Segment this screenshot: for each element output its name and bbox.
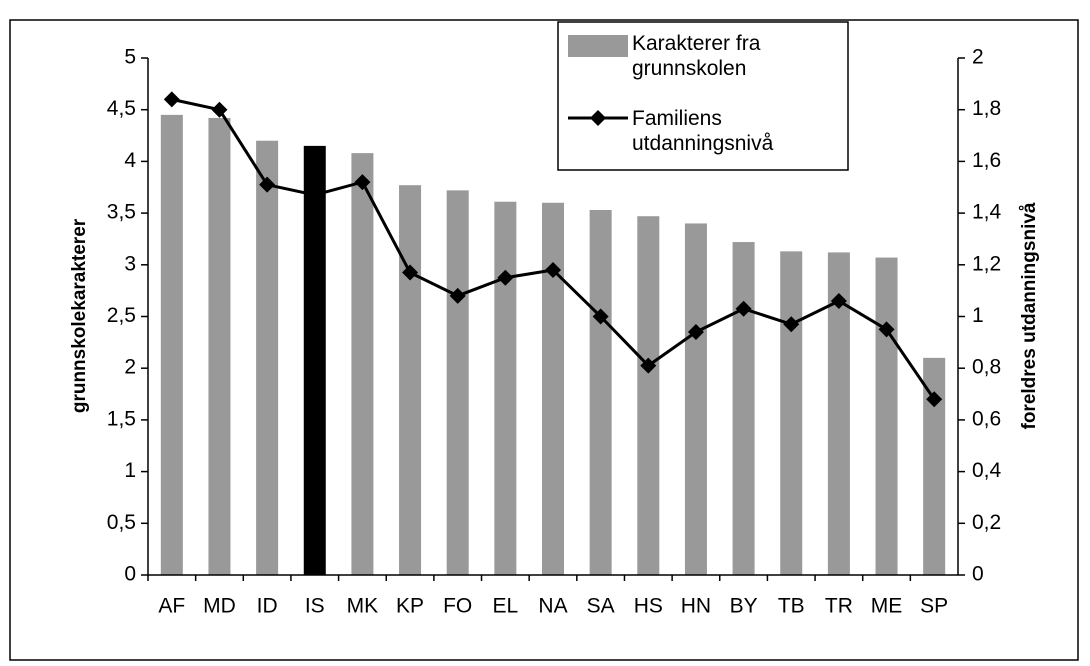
x-tick-label: AF	[158, 595, 185, 618]
legend-label: Karakterer fra grunnskolen	[632, 32, 761, 80]
x-tick-label: SP	[920, 595, 948, 618]
y2-tick-label: 0,2	[972, 511, 1001, 534]
y2-tick-label: 0,4	[972, 459, 1002, 482]
line-marker	[735, 300, 752, 317]
y2-tick-label: 1,6	[972, 149, 1001, 172]
bar	[589, 209, 612, 576]
x-tick-label: TB	[778, 595, 805, 618]
y2-tick-label: 1,4	[972, 201, 1002, 224]
bar	[494, 201, 517, 575]
bar	[732, 242, 755, 575]
bar	[160, 114, 183, 576]
y-tick-label: 4	[124, 149, 136, 172]
line-marker	[354, 174, 371, 191]
y-tick-label: 5	[124, 46, 136, 69]
x-tick-label: NA	[538, 595, 567, 618]
bar	[684, 223, 707, 575]
y-tick-label: 3,5	[107, 201, 136, 224]
line-marker	[592, 308, 609, 325]
line-marker	[402, 264, 419, 281]
y-tick-label: 3	[124, 252, 136, 275]
line-marker	[449, 287, 466, 304]
y-tick-label: 2,5	[107, 304, 136, 327]
y2-tick-label: 1,8	[972, 97, 1001, 120]
bar	[780, 251, 803, 575]
line-marker	[545, 261, 561, 278]
legend-swatch	[590, 110, 606, 126]
bar	[875, 257, 898, 575]
line-marker	[259, 176, 276, 193]
chart-frame	[9, 19, 1079, 661]
bar	[446, 190, 469, 576]
x-tick-label: MD	[203, 595, 236, 618]
y-tick-label: 4,5	[107, 97, 136, 120]
line-marker	[497, 269, 514, 286]
line-marker	[163, 91, 180, 108]
y2-tick-label: 0,6	[972, 407, 1001, 430]
x-tick-label: TR	[825, 595, 853, 618]
line-marker	[640, 357, 657, 374]
y2-tick-label: 2	[972, 46, 984, 69]
y-tick-label: 2	[124, 356, 136, 379]
bar	[637, 216, 660, 575]
line-marker	[783, 316, 800, 333]
x-tick-label: HN	[681, 595, 711, 618]
line-marker	[211, 101, 228, 118]
line-marker	[306, 187, 323, 204]
legend-label: Familiens utdanningsnivå	[632, 107, 774, 155]
line-marker	[878, 321, 895, 338]
line-marker	[926, 391, 943, 408]
legend-swatch	[568, 35, 628, 57]
bar	[303, 145, 326, 575]
bar	[208, 117, 231, 576]
y-axis-title: grunnskolekarakterer	[69, 218, 90, 413]
x-tick-label: ME	[871, 595, 903, 618]
y2-tick-label: 0	[972, 563, 984, 586]
y-tick-label: 1	[124, 459, 136, 482]
x-tick-label: IS	[305, 595, 325, 618]
y2-tick-label: 1,2	[972, 252, 1001, 275]
x-tick-label: FO	[443, 595, 472, 618]
x-tick-label: HS	[634, 595, 663, 618]
line-marker	[830, 292, 847, 309]
x-tick-label: BY	[730, 595, 758, 618]
x-tick-label: MK	[347, 595, 379, 618]
x-tick-label: ID	[257, 595, 278, 618]
bar	[827, 252, 850, 575]
x-tick-label: EL	[493, 595, 519, 618]
y2-axis-title: foreldres utdanningsnivå	[1019, 202, 1040, 429]
bar	[399, 185, 422, 575]
x-tick-label: SA	[587, 595, 615, 618]
y2-tick-label: 1	[972, 304, 984, 327]
y-tick-label: 1,5	[107, 407, 136, 430]
y-tick-label: 0,5	[107, 511, 136, 534]
bar	[542, 202, 564, 575]
x-tick-label: KP	[396, 595, 424, 618]
bar	[923, 357, 946, 575]
y2-tick-label: 0,8	[972, 356, 1001, 379]
line-marker	[687, 324, 704, 341]
bar	[351, 153, 374, 576]
bar	[256, 140, 279, 575]
y-tick-label: 0	[124, 563, 136, 586]
